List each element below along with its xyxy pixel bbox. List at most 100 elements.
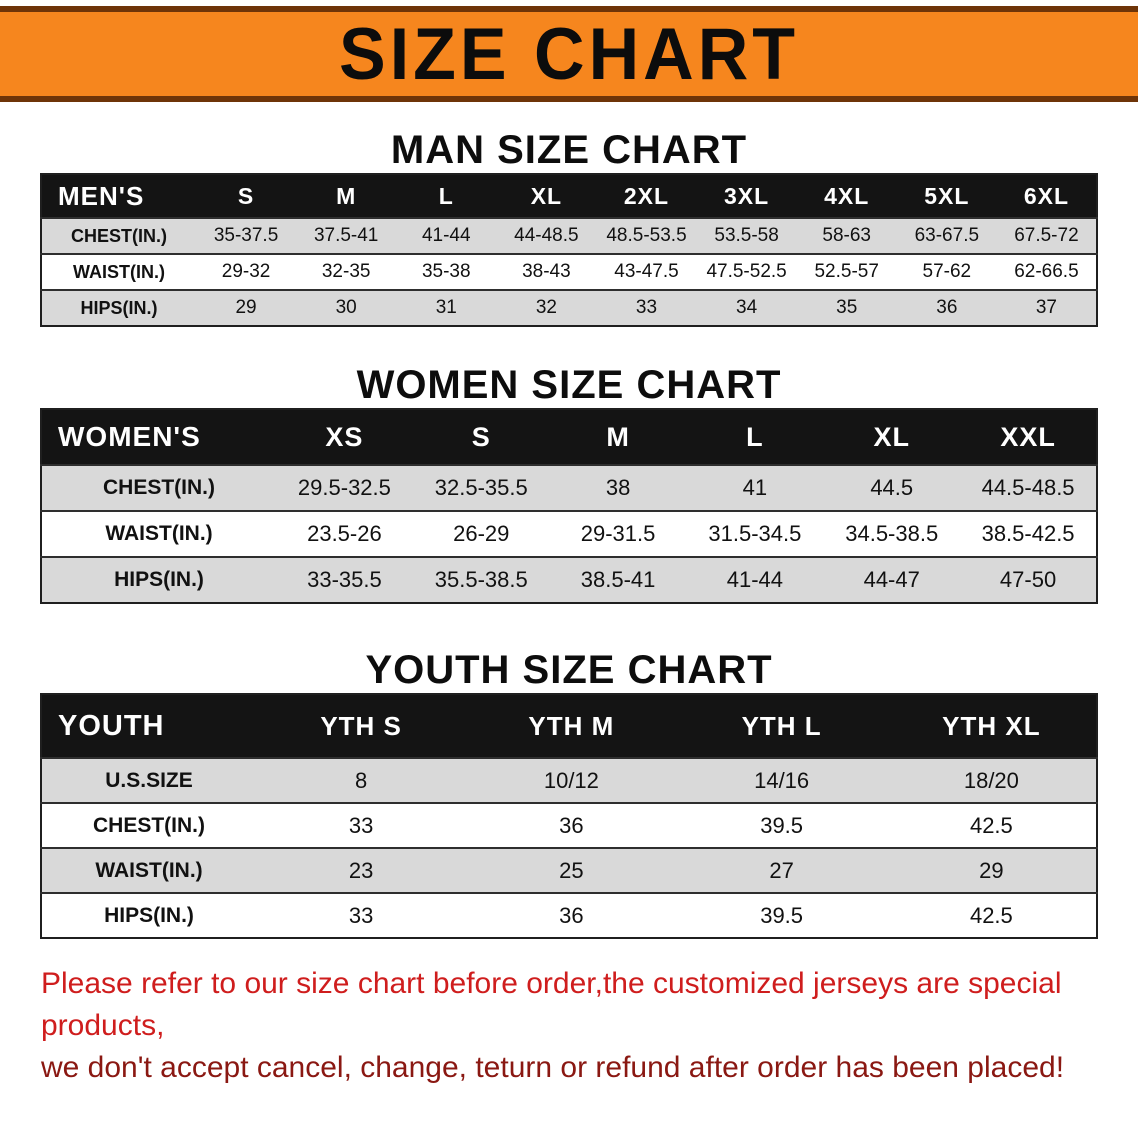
size-cell: 44-47 (823, 556, 961, 603)
column-header: YTH M (466, 694, 677, 758)
size-cell: 32-35 (296, 253, 397, 290)
size-cell: 39.5 (676, 892, 887, 938)
size-cell: 38 (549, 464, 687, 511)
table-row: HIPS(IN.) 29 30 31 32 33 34 35 36 37 (41, 289, 1097, 326)
size-cell: 44.5-48.5 (960, 464, 1097, 511)
row-label: HIPS(IN.) (41, 289, 196, 326)
row-label: WAIST(IN.) (41, 847, 256, 893)
size-cell: 41 (686, 464, 824, 511)
row-label: CHEST(IN.) (41, 217, 196, 254)
size-cell: 25 (466, 847, 677, 893)
column-header: L (396, 174, 497, 218)
column-header: YTH L (676, 694, 887, 758)
size-cell: 37.5-41 (296, 217, 397, 254)
men-size-table: MEN'S S M L XL 2XL 3XL 4XL 5XL 6XL CHEST… (40, 173, 1098, 327)
size-cell: 41-44 (396, 217, 497, 254)
size-cell: 29 (196, 289, 297, 326)
women-header-row: WOMEN'S XS S M L XL XXL (41, 409, 1097, 465)
notice-line-2: we don't accept cancel, change, teturn o… (41, 1051, 1065, 1084)
column-header: YTH S (256, 694, 467, 758)
size-cell: 41-44 (686, 556, 824, 603)
size-cell: 33 (596, 289, 697, 326)
size-cell: 35-38 (396, 253, 497, 290)
table-row: CHEST(IN.) 35-37.5 37.5-41 41-44 44-48.5… (41, 217, 1097, 254)
table-row: CHEST(IN.) 33 36 39.5 42.5 (41, 802, 1097, 848)
table-row: HIPS(IN.) 33-35.5 35.5-38.5 38.5-41 41-4… (41, 556, 1097, 603)
column-header: XL (823, 409, 961, 465)
size-cell: 23 (256, 847, 467, 893)
column-header: XXL (960, 409, 1097, 465)
column-header: S (412, 409, 550, 465)
women-section-heading: WOMEN SIZE CHART (356, 363, 782, 407)
size-cell: 62-66.5 (996, 253, 1097, 290)
women-corner-label: WOMEN'S (41, 409, 276, 465)
size-cell: 37 (996, 289, 1097, 326)
table-row: WAIST(IN.) 23.5-26 26-29 29-31.5 31.5-34… (41, 510, 1097, 557)
size-cell: 42.5 (886, 802, 1097, 848)
column-header: XL (496, 174, 597, 218)
size-cell: 47-50 (960, 556, 1097, 603)
size-cell: 34.5-38.5 (823, 510, 961, 557)
size-cell: 18/20 (886, 757, 1097, 803)
column-header: S (196, 174, 297, 218)
size-cell: 33 (256, 802, 467, 848)
size-cell: 14/16 (676, 757, 887, 803)
row-label: HIPS(IN.) (41, 556, 276, 603)
table-row: U.S.SIZE 8 10/12 14/16 18/20 (41, 757, 1097, 803)
table-row: HIPS(IN.) 33 36 39.5 42.5 (41, 892, 1097, 938)
size-cell: 44.5 (823, 464, 961, 511)
size-cell: 35 (796, 289, 897, 326)
size-cell: 36 (896, 289, 997, 326)
size-cell: 52.5-57 (796, 253, 897, 290)
column-header: M (549, 409, 687, 465)
size-cell: 63-67.5 (896, 217, 997, 254)
size-cell: 31.5-34.5 (686, 510, 824, 557)
youth-size-table: YOUTH YTH S YTH M YTH L YTH XL U.S.SIZE … (40, 693, 1098, 939)
notice-line-1: Please refer to our size chart before or… (41, 967, 1062, 1042)
size-cell: 29 (886, 847, 1097, 893)
row-label: U.S.SIZE (41, 757, 256, 803)
size-cell: 48.5-53.5 (596, 217, 697, 254)
size-chart-banner: SIZE CHART (0, 6, 1138, 102)
column-header: 6XL (996, 174, 1097, 218)
row-label: HIPS(IN.) (41, 892, 256, 938)
column-header: L (686, 409, 824, 465)
size-cell: 29-32 (196, 253, 297, 290)
size-cell: 31 (396, 289, 497, 326)
size-cell: 58-63 (796, 217, 897, 254)
size-cell: 29-31.5 (549, 510, 687, 557)
order-notice: Please refer to our size chart before or… (29, 963, 1109, 1089)
size-cell: 38-43 (496, 253, 597, 290)
youth-corner-label: YOUTH (41, 694, 256, 758)
column-header: YTH XL (886, 694, 1097, 758)
row-label: CHEST(IN.) (41, 802, 256, 848)
size-cell: 10/12 (466, 757, 677, 803)
table-row: WAIST(IN.) 23 25 27 29 (41, 847, 1097, 893)
men-corner-label: MEN'S (41, 174, 196, 218)
size-cell: 43-47.5 (596, 253, 697, 290)
size-cell: 38.5-41 (549, 556, 687, 603)
column-header: 4XL (796, 174, 897, 218)
table-row: WAIST(IN.) 29-32 32-35 35-38 38-43 43-47… (41, 253, 1097, 290)
row-label: WAIST(IN.) (41, 253, 196, 290)
size-cell: 29.5-32.5 (276, 464, 413, 511)
size-cell: 35.5-38.5 (412, 556, 550, 603)
size-cell: 42.5 (886, 892, 1097, 938)
size-cell: 47.5-52.5 (696, 253, 797, 290)
youth-section-heading: YOUTH SIZE CHART (365, 648, 773, 692)
banner-title: SIZE CHART (339, 13, 799, 95)
size-cell: 32 (496, 289, 597, 326)
youth-header-row: YOUTH YTH S YTH M YTH L YTH XL (41, 694, 1097, 758)
size-cell: 34 (696, 289, 797, 326)
size-cell: 33-35.5 (276, 556, 413, 603)
women-size-table: WOMEN'S XS S M L XL XXL CHEST(IN.) 29.5-… (40, 408, 1098, 604)
size-cell: 67.5-72 (996, 217, 1097, 254)
size-cell: 36 (466, 802, 677, 848)
size-cell: 53.5-58 (696, 217, 797, 254)
size-cell: 26-29 (412, 510, 550, 557)
size-cell: 33 (256, 892, 467, 938)
size-cell: 35-37.5 (196, 217, 297, 254)
size-cell: 36 (466, 892, 677, 938)
size-cell: 32.5-35.5 (412, 464, 550, 511)
column-header: M (296, 174, 397, 218)
